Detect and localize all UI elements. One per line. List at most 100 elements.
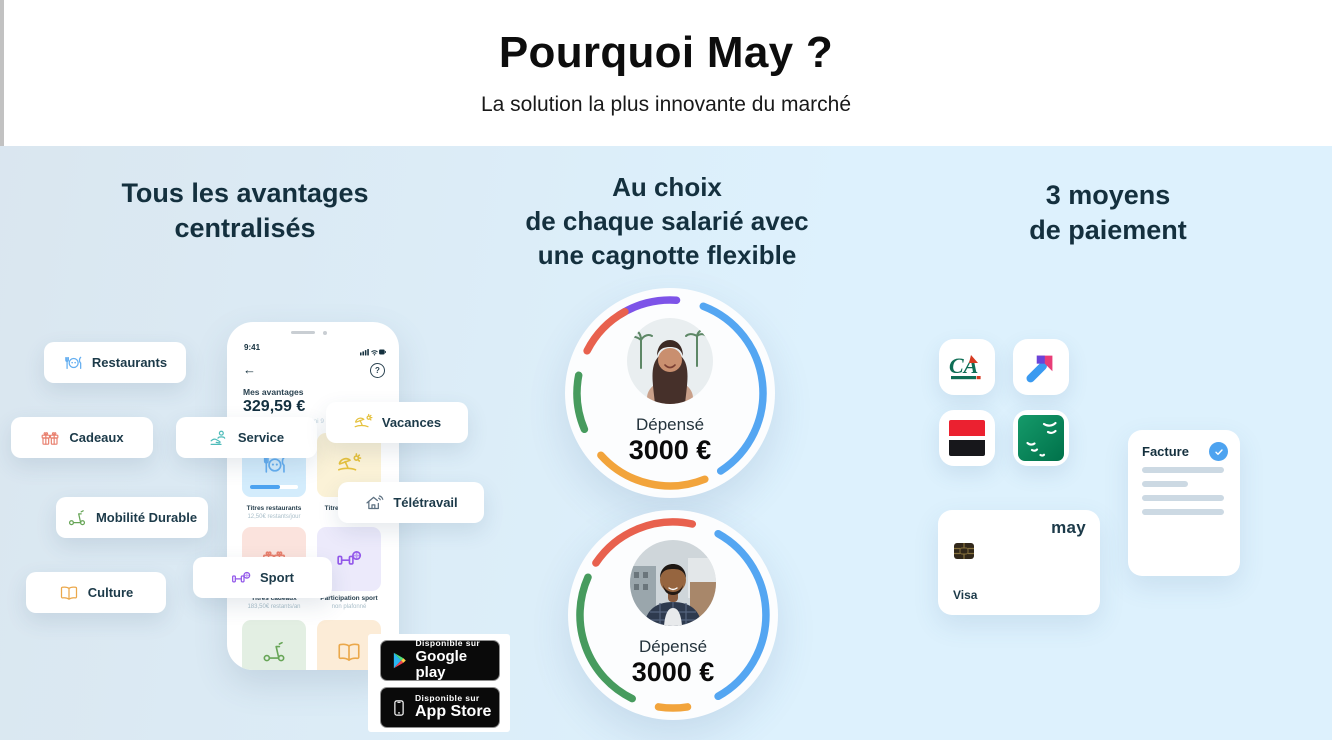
card-title: Participation sport (320, 595, 378, 602)
placeholder-line (1142, 495, 1224, 501)
choice-title-line3: une cagnotte flexible (537, 239, 797, 270)
bnp-paribas-logo (1018, 415, 1064, 461)
visa-label: Visa (953, 588, 978, 602)
bank-tile-arrow (1013, 339, 1069, 395)
spend-ring-chart (573, 296, 767, 490)
placeholder-line (1142, 509, 1224, 515)
benefit-pill-culture: Culture (26, 572, 166, 613)
google-play-badge[interactable]: Disponible sur Google play (380, 639, 500, 682)
benefit-pill-restaurants: Restaurants (44, 342, 186, 383)
benefit-pill-sport: Sport (193, 557, 332, 598)
page-subtitle: La solution la plus innovante du marché (480, 93, 852, 116)
pill-label: Culture (87, 585, 134, 600)
benefits-title-line2: centralisés (174, 213, 316, 244)
dumbbell-icon (231, 568, 251, 588)
open-book-icon (59, 583, 79, 603)
beach-umbrella-icon (336, 452, 362, 478)
bank-tile-societe-generale (939, 410, 995, 466)
benefit-pill-vacances: Vacances (326, 402, 468, 443)
benefit-pill-mobilite-durable: Mobilité Durable (56, 497, 208, 538)
badge-bottom-line: App Store (415, 703, 492, 721)
avatar-man (630, 540, 716, 626)
benefit-pill-teletravail: Télétravail (338, 482, 484, 523)
sg-white-stripe (949, 436, 985, 440)
spend-ring-chart (576, 518, 770, 712)
phone-camera-dot (323, 331, 327, 335)
restaurant-progress-fill (250, 484, 280, 489)
bank-tile-credit-agricole: CA (939, 339, 995, 395)
app-card-caption: Participation sport non plafonné (314, 595, 384, 610)
screen-title: Mes avantages (243, 387, 304, 397)
avatar-woman (627, 318, 713, 404)
card-subtitle: 12,50€ restants/jour (247, 514, 301, 520)
badge-bottom-line: Google play (415, 647, 468, 682)
badge-text: Disponible sur App Store (415, 694, 491, 721)
helping-hand-icon (209, 428, 229, 448)
bank-tile-bnp-paribas (1013, 410, 1069, 466)
benefit-pill-cadeaux: Cadeaux (11, 417, 153, 458)
sg-red-block (949, 420, 985, 436)
page-title: Pourquoi May ? (498, 28, 834, 77)
pill-label: Vacances (381, 415, 442, 430)
phone-handle (291, 331, 315, 334)
invoice-label: Facture (1142, 444, 1189, 459)
card-subtitle: 183,50€ restants/an (247, 604, 301, 610)
app-store-phone-icon (394, 699, 404, 716)
societe-generale-logo (949, 420, 985, 456)
arrow-pay-logo (1026, 355, 1053, 383)
beach-umbrella-icon (353, 413, 373, 433)
choice-title-line1: Au choix (612, 172, 722, 202)
ca-letters: CA (949, 353, 978, 378)
header: Pourquoi May ? La solution la plus innov… (0, 0, 1332, 146)
pill-label: Restaurants (91, 355, 168, 370)
invoice-card: Facture (1128, 430, 1240, 576)
badge-text: Disponible sur Google play (415, 639, 499, 682)
pill-label: Cadeaux (69, 430, 124, 445)
badge-top-line: Disponible sur (415, 638, 481, 649)
credit-agricole-logo: CA (949, 353, 981, 380)
placeholder-line (1142, 481, 1188, 487)
pill-label: Service (237, 430, 285, 445)
placeholder-line (1142, 467, 1224, 473)
user-spend-circle-2: Dépensé 3000 € (568, 510, 778, 720)
app-card-caption: Titres cadeaux 183,50€ restants/an (239, 595, 309, 610)
spent-amount: 3000 € (631, 657, 715, 687)
payment-title-line1: 3 moyens (1045, 180, 1171, 210)
payment-column-title: 3 moyens de paiement (960, 178, 1256, 248)
card-subtitle: non plafonné (331, 604, 367, 610)
gift-icon (40, 428, 60, 448)
app-card-caption: Titres restaurants 12,50€ restants/jour (239, 505, 309, 520)
may-payment-card: may Visa (938, 510, 1100, 615)
user-spend-circle-1: Dépensé 3000 € (565, 288, 775, 498)
app-card-mobilite (242, 620, 306, 670)
help-icon: ? (370, 363, 385, 378)
home-wifi-icon (364, 493, 384, 513)
card-title: Titres cadeaux (251, 595, 297, 602)
payment-title-line2: de paiement (1029, 215, 1187, 246)
scooter-icon (67, 508, 87, 528)
check-badge-icon (1209, 442, 1228, 461)
benefits-title-line1: Tous les avantages (121, 178, 369, 208)
spent-label: Dépensé (638, 637, 708, 656)
restaurant-icon (63, 353, 83, 373)
sg-black-block (949, 440, 985, 456)
status-signal-wifi-battery-icons (360, 343, 386, 361)
app-store-badge[interactable]: Disponible sur App Store (380, 687, 500, 728)
status-time: 9:41 (244, 343, 261, 352)
slide-edge-line (0, 0, 4, 146)
pill-label: Mobilité Durable (95, 510, 198, 525)
restaurant-progress-track (250, 484, 298, 489)
pill-label: Sport (260, 570, 294, 585)
scooter-icon (261, 639, 287, 665)
pill-label: Télétravail (393, 495, 458, 510)
choice-column-title: Au choix de chaque salarié avec une cagn… (478, 171, 856, 272)
benefit-pill-service: Service (176, 417, 317, 458)
badge-top-line: Disponible sur (415, 692, 480, 703)
spent-amount: 3000 € (628, 435, 712, 465)
back-arrow-icon: ← (243, 362, 256, 377)
choice-title-line2: de chaque salarié avec (525, 205, 809, 236)
open-book-icon (336, 639, 362, 665)
card-chip-icon (954, 543, 974, 564)
may-wordmark: may (1051, 518, 1086, 537)
